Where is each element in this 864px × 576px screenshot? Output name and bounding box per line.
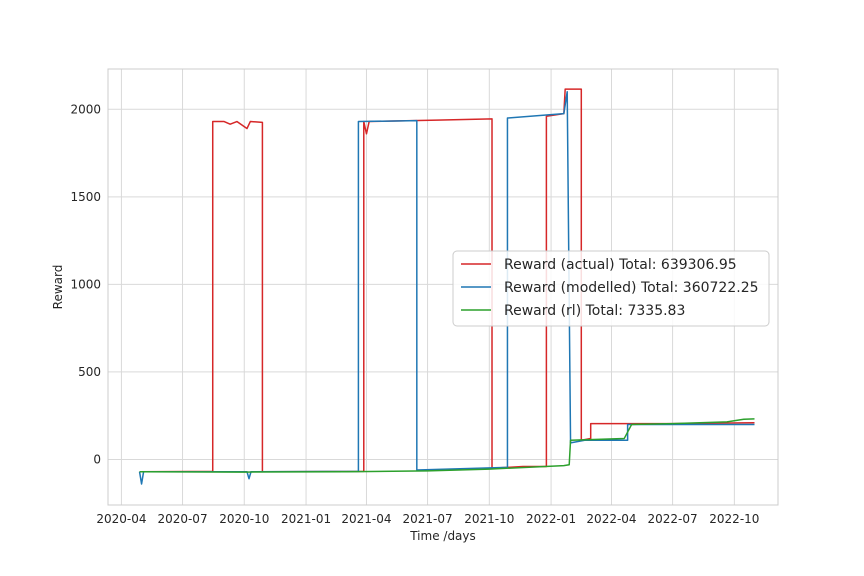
series-line-2	[139, 418, 755, 473]
x-tick-label: 2022-04	[586, 512, 636, 526]
y-tick-label: 2000	[70, 102, 101, 116]
x-tick-label: 2021-10	[464, 512, 514, 526]
legend-box	[452, 250, 770, 327]
plot-frame	[107, 68, 779, 506]
x-tick-labels: 2020-04 2020-07 2020-10 2021-01 2021-04 2021-…	[96, 512, 759, 526]
x-tick-label: 2022-01	[526, 512, 576, 526]
series-layer	[138, 88, 755, 485]
x-tick-label: 2021-01	[281, 512, 331, 526]
x-tick-label: 2020-07	[157, 512, 207, 526]
y-tick-labels: 0 500 1000 1500 2000	[70, 102, 101, 466]
legend-entry: Reward (modelled) Total: 360722.25	[504, 280, 759, 296]
x-tick-label: 2022-07	[648, 512, 698, 526]
x-tick-label: 2021-04	[341, 512, 391, 526]
y-tick-label: 1500	[70, 190, 101, 204]
legend-entry: Reward (actual) Total: 639306.95	[504, 257, 737, 273]
y-tick-label: 500	[78, 365, 101, 379]
x-axis-label: Time /days	[409, 529, 476, 543]
y-axis-label: Reward	[51, 265, 65, 310]
legend: Reward (actual) Total: 639306.95 Reward (…	[452, 250, 770, 327]
x-tick-label: 2022-10	[709, 512, 759, 526]
x-tick-label: 2020-04	[96, 512, 146, 526]
y-tick-label: 1000	[70, 277, 101, 291]
x-tick-label: 2021-07	[402, 512, 452, 526]
x-tick-label: 2020-10	[219, 512, 269, 526]
legend-entry: Reward (rl) Total: 7335.83	[504, 303, 685, 319]
y-tick-label: 0	[93, 452, 101, 466]
